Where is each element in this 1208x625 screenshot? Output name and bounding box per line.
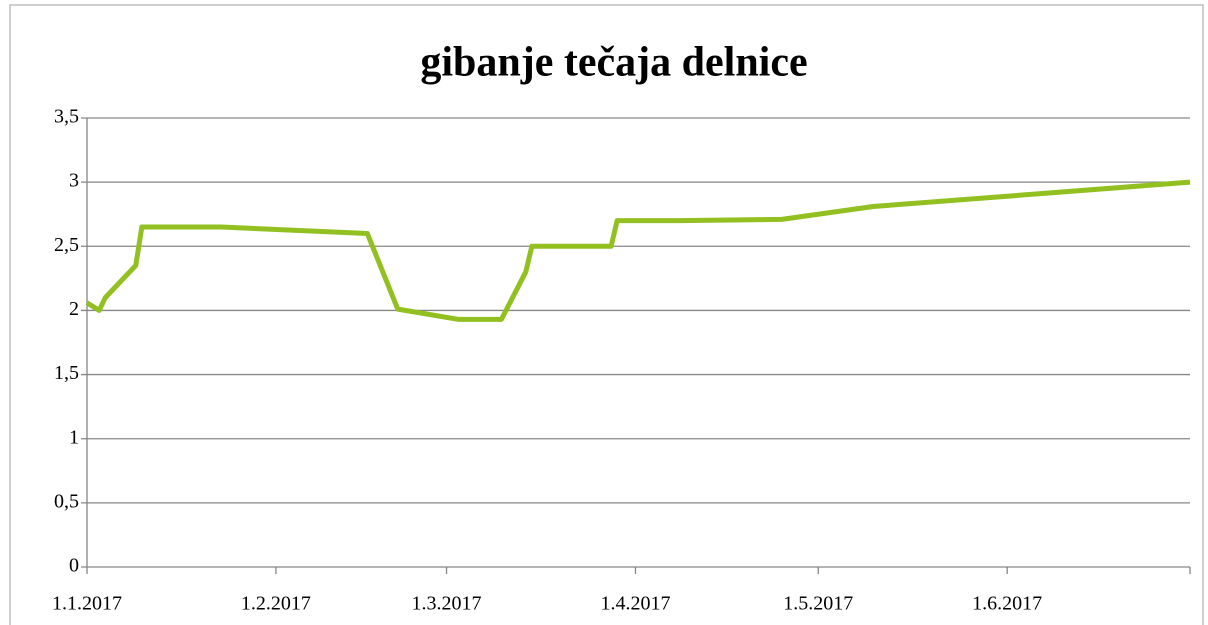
y-tick-label: 0,5 [54, 490, 79, 512]
x-tick-label: 1.6.2017 [972, 593, 1042, 615]
y-tick-label: 1 [69, 426, 79, 448]
data-line [85, 179, 1191, 322]
y-tick-label: 3,5 [54, 106, 79, 128]
x-tick-label: 1.5.2017 [783, 593, 853, 615]
y-tick-label: 1,5 [54, 362, 79, 384]
y-tick-label: 2,5 [54, 234, 79, 256]
chart-frame [9, 4, 1204, 625]
x-tick-label: 1.2.2017 [241, 593, 311, 615]
x-tick-label: 1.4.2017 [600, 593, 670, 615]
y-tick-label: 3 [69, 170, 79, 192]
x-tick-label: 1.3.2017 [412, 593, 482, 615]
y-tick-label: 0 [69, 555, 79, 577]
y-tick-label: 2 [69, 298, 79, 320]
chart-title: gibanje tečaja delnice [420, 40, 807, 86]
x-tick-label: 1.1.2017 [52, 593, 122, 615]
